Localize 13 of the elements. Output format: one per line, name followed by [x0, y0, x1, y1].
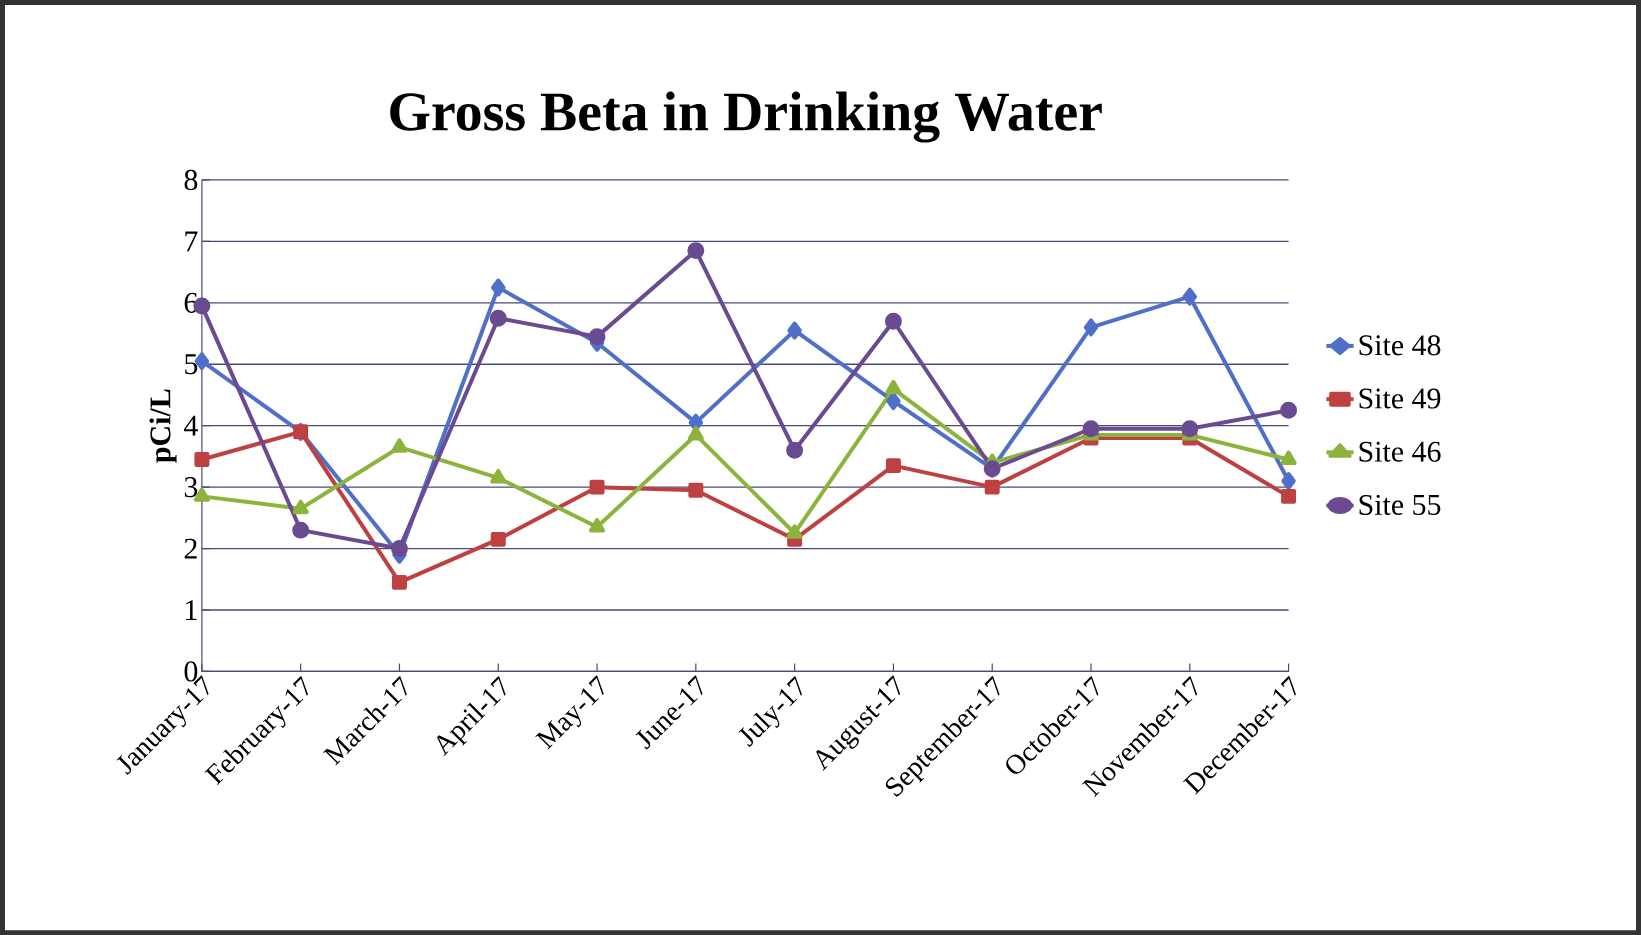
legend-label: Site 55 — [1359, 494, 1441, 515]
y-tick-label: 5 — [185, 354, 198, 375]
y-tick-label: 3 — [184, 477, 198, 498]
legend-label: Site 49 — [1359, 388, 1441, 409]
legend-label: Site 48 — [1359, 335, 1441, 356]
legend-label: Site 46 — [1359, 441, 1441, 462]
y-axis-title: pCi/L — [149, 389, 177, 463]
chart-title: Gross Beta in Drinking Water — [390, 91, 1102, 143]
y-tick-label: 4 — [184, 415, 198, 436]
y-tick-label: 7 — [185, 231, 198, 252]
y-tick-label: 8 — [184, 169, 198, 190]
y-tick-label: 2 — [184, 538, 197, 559]
y-tick-label: 1 — [186, 600, 197, 620]
